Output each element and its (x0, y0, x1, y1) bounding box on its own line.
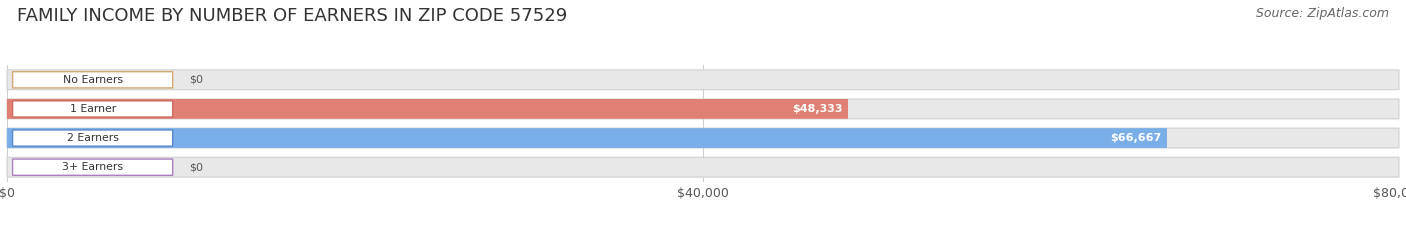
Text: 3+ Earners: 3+ Earners (62, 162, 124, 172)
FancyBboxPatch shape (13, 101, 173, 117)
FancyBboxPatch shape (7, 99, 1399, 119)
Text: FAMILY INCOME BY NUMBER OF EARNERS IN ZIP CODE 57529: FAMILY INCOME BY NUMBER OF EARNERS IN ZI… (17, 7, 567, 25)
Text: $48,333: $48,333 (792, 104, 842, 114)
Text: 2 Earners: 2 Earners (66, 133, 118, 143)
Text: 1 Earner: 1 Earner (69, 104, 115, 114)
FancyBboxPatch shape (7, 128, 1167, 148)
FancyBboxPatch shape (7, 99, 848, 119)
Text: $0: $0 (190, 75, 204, 85)
FancyBboxPatch shape (13, 159, 173, 175)
FancyBboxPatch shape (13, 72, 173, 88)
Text: $0: $0 (190, 162, 204, 172)
Text: Source: ZipAtlas.com: Source: ZipAtlas.com (1256, 7, 1389, 20)
FancyBboxPatch shape (7, 70, 1399, 90)
FancyBboxPatch shape (7, 157, 1399, 177)
FancyBboxPatch shape (7, 128, 1399, 148)
Text: $66,667: $66,667 (1111, 133, 1161, 143)
FancyBboxPatch shape (13, 130, 173, 146)
Text: No Earners: No Earners (63, 75, 122, 85)
